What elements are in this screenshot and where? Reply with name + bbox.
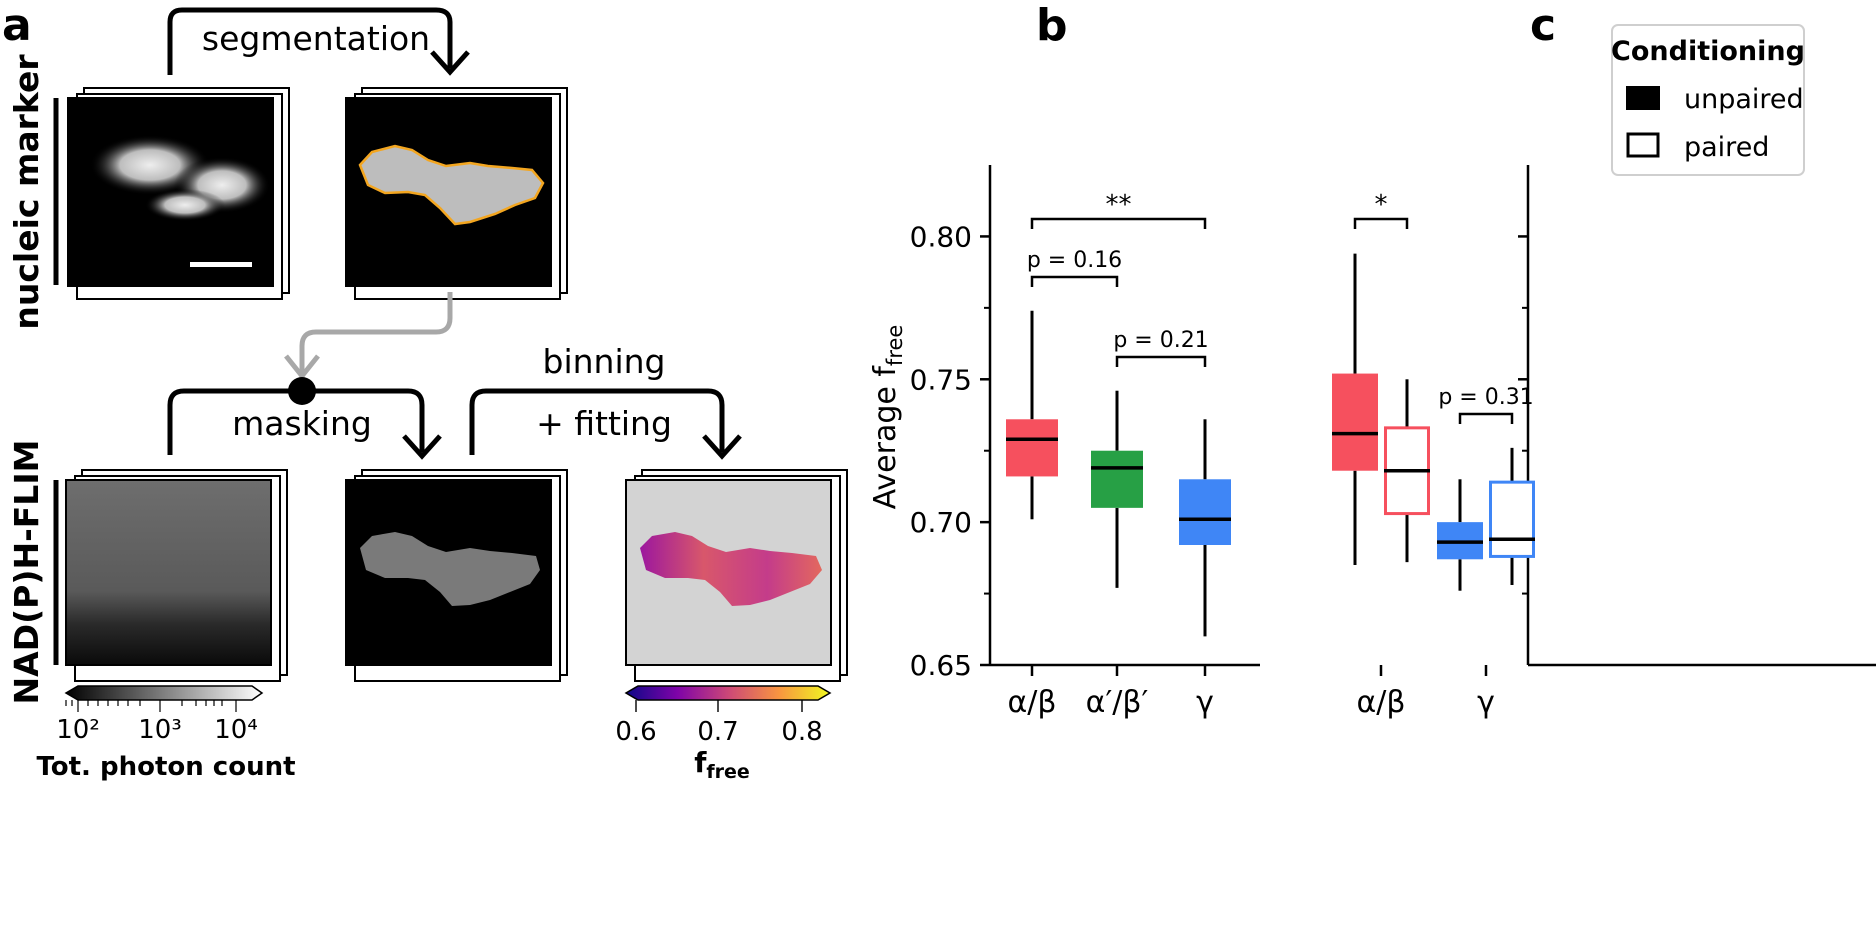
legend-entry-unpaired: unpaired <box>1684 84 1804 115</box>
image-flim-masked <box>345 469 568 682</box>
image-ffree-map <box>625 469 848 682</box>
x-tick-label-b: γ <box>1196 685 1214 720</box>
sig-label-ab-apbp: p = 0.16 <box>1027 248 1122 273</box>
step-segmentation: segmentation <box>202 19 430 58</box>
box-apbp <box>1091 450 1143 508</box>
legend-swatch-unpaired <box>1626 86 1660 110</box>
panel-label-c: c <box>1530 0 1556 51</box>
x-tick-label-c: γ <box>1477 685 1495 720</box>
sig-label-g-c: p = 0.31 <box>1438 385 1533 410</box>
sig-bracket-g-c <box>1458 412 1514 424</box>
colorbar-gray-label: Tot. photon count <box>36 752 295 782</box>
sig-bracket-ab-g <box>1030 217 1207 229</box>
colorbar-gray-tick: 10³ <box>138 715 182 745</box>
box-g-paired <box>1489 480 1535 558</box>
colorbar-gray-tick: 10⁴ <box>214 715 258 745</box>
svg-text:nucleic marker: nucleic marker <box>7 54 46 330</box>
y-tick-label-b: 0.65 <box>910 649 972 682</box>
panel-label-a: a <box>2 0 32 51</box>
row-label-flim: NAD(P)H-FLIM <box>7 440 59 705</box>
arrow-masking <box>167 388 442 460</box>
colorbar-gray-tick: 10² <box>56 715 100 745</box>
y-axis-label-b: Average ffree <box>868 325 907 510</box>
x-tick-label-b: α′/β′ <box>1086 685 1149 720</box>
image-nucleic-marker-raw <box>67 87 290 300</box>
svg-text:NAD(P)H-FLIM: NAD(P)H-FLIM <box>7 440 46 705</box>
y-tick-label-b: 0.70 <box>910 506 972 539</box>
sig-bracket-ab-apbp <box>1030 275 1119 287</box>
step-fitting: + fitting <box>536 404 672 443</box>
legend-entry-paired: paired <box>1684 132 1769 163</box>
arrow-segmentation <box>167 7 470 76</box>
sig-bracket-apbp-g <box>1115 355 1207 367</box>
arrow-mask-transfer <box>284 292 453 381</box>
sig-label-apbp-g: p = 0.21 <box>1113 328 1208 353</box>
sig-label-ab-g: ** <box>1106 190 1132 220</box>
arrow-binning-fitting <box>469 388 742 460</box>
step-binning: binning <box>543 342 666 381</box>
scale-bar <box>190 262 252 267</box>
colorbar-ffree: 0.6 0.7 0.8 ffree <box>615 685 832 783</box>
x-tick-label-c: α/β <box>1356 685 1405 720</box>
colorbar-plasma-tick: 0.8 <box>781 717 822 747</box>
boxplot-panel-b: Average ffree 0.65 0.70 0.75 0.80 α/β α′/β′ γ *… <box>868 165 1260 720</box>
box-g <box>1179 479 1231 545</box>
image-flim-raw <box>65 469 288 682</box>
colorbar-plasma-label: ffree <box>694 746 750 783</box>
sig-bracket-ab-c <box>1353 217 1409 229</box>
boxplot-panel-c: α/β γ * p = 0.31 <box>1332 165 1876 720</box>
legend-swatch-paired <box>1626 132 1660 158</box>
box-ab-unpaired <box>1332 373 1378 471</box>
colorbar-photon-count: 10² 10³ 10⁴ Tot. photon count <box>36 685 296 782</box>
y-tick-label-b: 0.80 <box>910 220 972 253</box>
legend-title: Conditioning <box>1611 36 1805 67</box>
sig-label-ab-c: * <box>1375 190 1388 220</box>
colorbar-plasma-tick: 0.6 <box>615 717 656 747</box>
panel-label-b: b <box>1036 0 1068 51</box>
x-tick-label-b: α/β <box>1007 685 1056 720</box>
box-ab <box>1006 419 1058 477</box>
image-segmentation <box>345 87 568 300</box>
step-masking: masking <box>232 404 372 443</box>
row-label-nucleic-marker: nucleic marker <box>7 54 59 330</box>
y-tick-label-b: 0.75 <box>910 363 972 396</box>
colorbar-plasma-tick: 0.7 <box>697 717 738 747</box>
legend: Conditioning unpaired paired <box>1611 24 1805 176</box>
